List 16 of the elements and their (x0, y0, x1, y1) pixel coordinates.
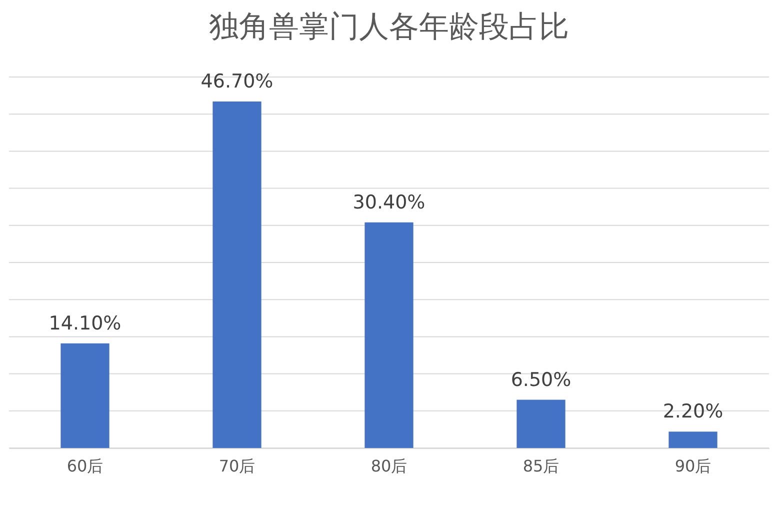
x-tick-label: 70后 (218, 456, 256, 476)
bar (364, 222, 414, 448)
bar (668, 432, 718, 448)
data-label: 46.70% (200, 70, 274, 92)
data-label: 30.40% (352, 191, 426, 214)
x-tick-label: 90后 (674, 456, 712, 476)
bar (516, 400, 566, 448)
data-label: 14.10% (48, 312, 122, 334)
bar (60, 343, 110, 448)
data-label: 6.50% (510, 368, 572, 391)
bar (212, 101, 262, 448)
chart-title: 独角兽掌门人各年龄段占比 (209, 9, 569, 44)
x-tick-label: 85后 (522, 456, 560, 476)
x-tick-label: 60后 (66, 456, 104, 476)
x-tick-label: 80后 (370, 456, 408, 476)
data-label: 2.20% (662, 400, 724, 423)
